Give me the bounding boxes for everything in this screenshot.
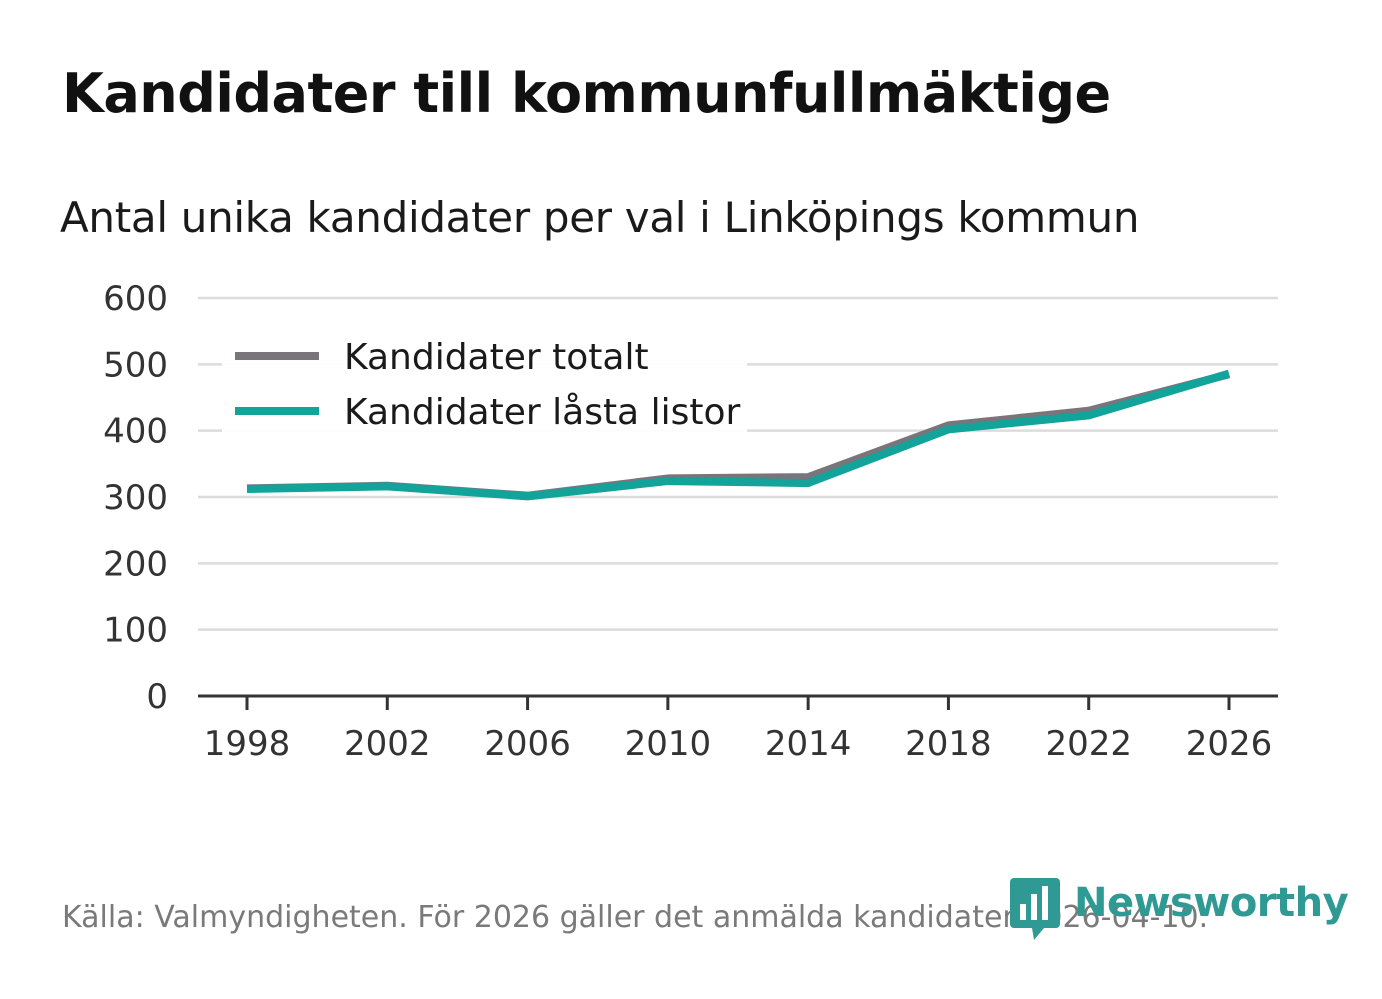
legend: Kandidater totalt Kandidater låsta listor	[222, 322, 747, 433]
x-tick-label: 2022	[1045, 724, 1132, 764]
y-tick-label: 400	[103, 412, 168, 452]
chart-subtitle: Antal unika kandidater per val i Linköpi…	[60, 193, 1140, 242]
x-tick-label: 2018	[905, 724, 992, 764]
bar-chart-icon	[1010, 878, 1060, 940]
y-axis-ticks: 0 100 200 300 400 500 600	[103, 279, 168, 717]
x-tick-label: 2002	[344, 724, 431, 764]
x-tick-label: 2006	[484, 724, 571, 764]
y-tick-label: 500	[103, 345, 168, 385]
newsworthy-logo: Newsworthy	[1010, 878, 1349, 940]
x-tick-label: 2014	[765, 724, 852, 764]
y-tick-label: 200	[103, 544, 168, 584]
y-tick-label: 0	[146, 677, 168, 717]
x-tick-label: 2026	[1186, 724, 1273, 764]
y-tick-label: 600	[103, 279, 168, 319]
y-tick-label: 300	[103, 478, 168, 518]
brand-name: Newsworthy	[1074, 880, 1349, 926]
legend-label: Kandidater totalt	[344, 337, 649, 378]
x-tick-label: 1998	[204, 724, 291, 764]
legend-label: Kandidater låsta listor	[344, 392, 740, 433]
x-axis: 1998 2002 2006 2010 2014 2018 2022 2026	[198, 694, 1278, 764]
series-lines	[246, 369, 1231, 501]
series-line-2	[246, 369, 1231, 501]
x-tick-label: 2010	[625, 724, 712, 764]
chart-title: Kandidater till kommunfullmäktige	[62, 62, 1111, 125]
y-tick-label: 100	[103, 611, 168, 651]
